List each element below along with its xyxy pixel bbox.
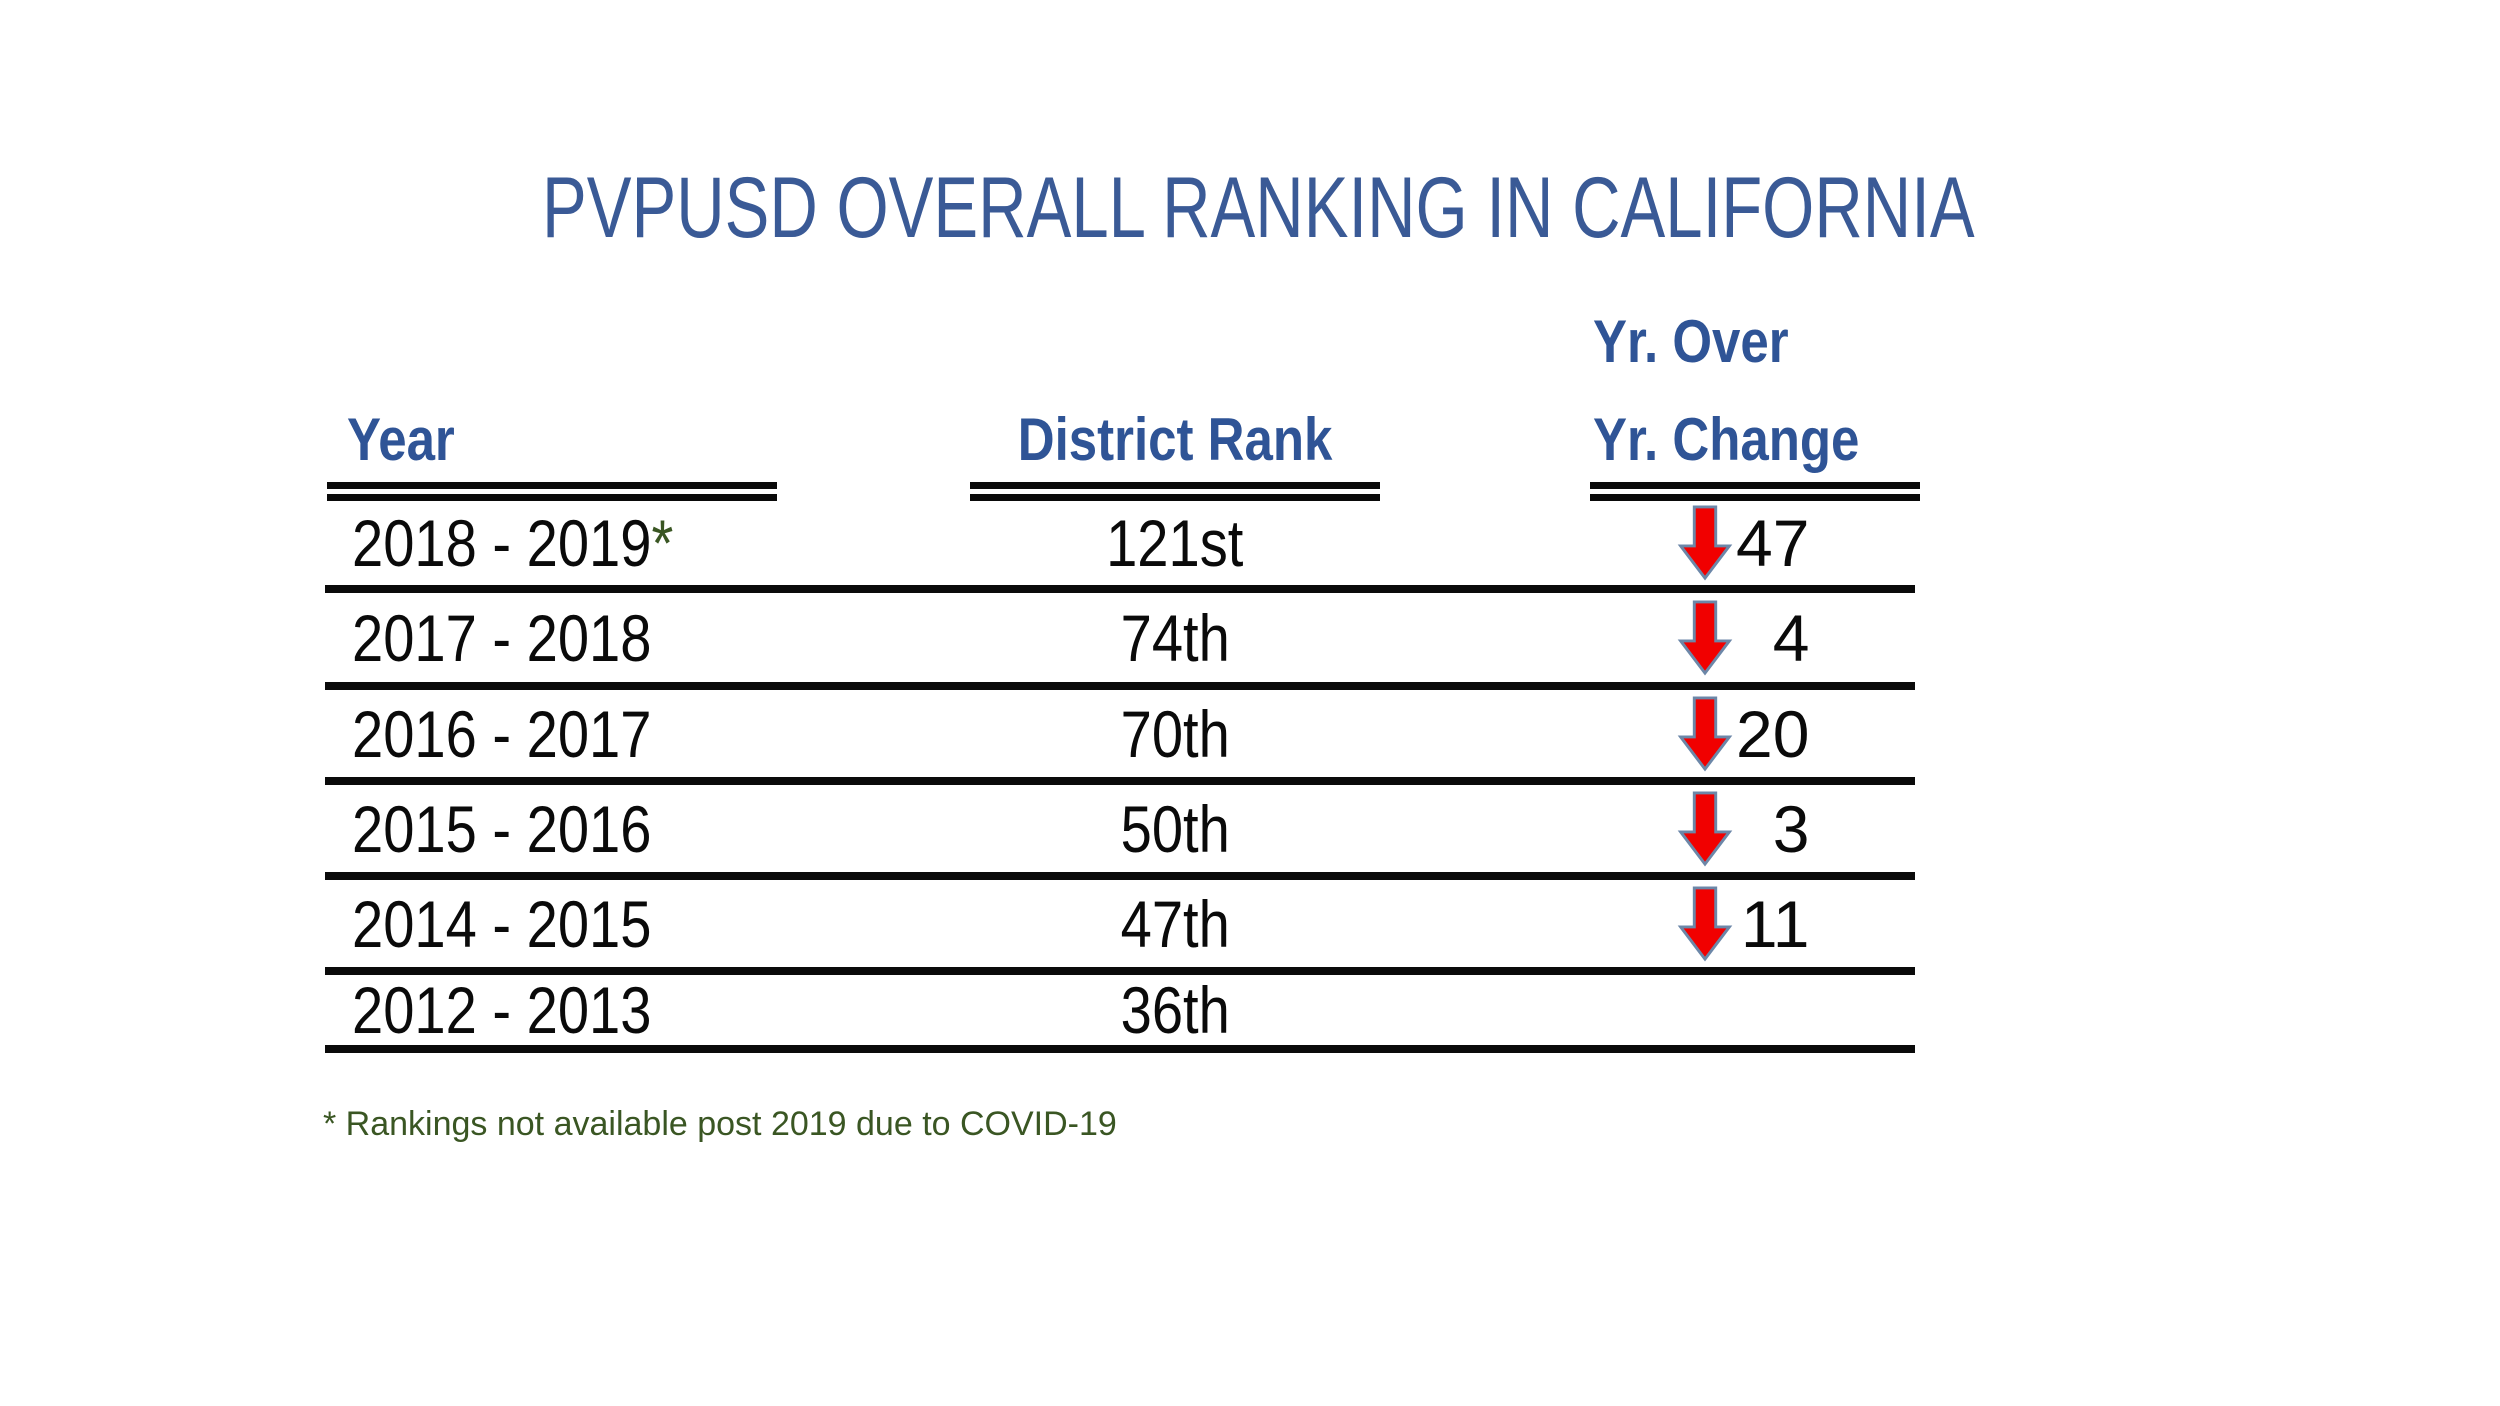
column-header-change-line1: Yr. Over [1593,308,1789,375]
year-value: 2014 - 2015 [352,886,652,961]
year-value: 2016 - 2017 [352,696,652,771]
rank-value: 50th [1120,791,1230,866]
change-cell: 47 [1465,505,1915,581]
table-row: 2016 - 2017 70th 20 [325,690,1915,785]
year-cell: 2017 - 2018 [325,605,885,671]
column-header-change-line2: Yr. Change [1593,406,1860,473]
footnote: * Rankings not available post 2019 due t… [323,1105,1117,1143]
rank-cell: 50th [885,796,1465,862]
year-cell: 2016 - 2017 [325,701,885,767]
year-value: 2018 - 2019 [352,506,652,580]
year-cell: 2018 - 2019* [325,510,885,576]
header-underline-district-rank [970,482,1380,501]
change-cell: 20 [1465,695,1915,772]
ranking-table: Year District Rank Yr. Over Yr. Change 2… [325,310,1920,1053]
down-arrow-icon [1677,790,1733,866]
column-header-district-rank: District Rank [885,410,1465,482]
change-cell: 3 [1465,790,1915,867]
down-arrow-icon [1677,885,1733,961]
year-cell: 2014 - 2015 [325,891,885,957]
year-cell: 2012 - 2013 [325,977,885,1043]
header-underlines [325,482,1920,501]
rank-cell: 36th [885,977,1465,1043]
rank-value: 47th [1120,886,1230,961]
header-underline-year [327,482,777,501]
column-header-yr-change: Yr. Over Yr. Change [1465,312,1915,482]
change-cell: 4 [1465,599,1915,676]
year-value: 2015 - 2016 [352,791,652,866]
year-cell: 2015 - 2016 [325,796,885,862]
rank-value: 36th [1120,973,1230,1047]
down-arrow-icon [1677,695,1733,771]
rank-value: 70th [1120,696,1230,771]
change-value: 47 [1736,506,1810,580]
page-title: PVPUSD OVERALL RANKING IN CALIFORNIA [542,160,1975,256]
down-arrow-icon [1677,599,1733,675]
year-value: 2017 - 2018 [352,600,652,675]
change-value: 3 [1772,791,1810,866]
header-underline-yr-change [1590,482,1920,501]
column-header-district-rank-label: District Rank [1017,406,1333,473]
footnote-marker: * [651,506,674,580]
rank-cell: 47th [885,891,1465,957]
rank-cell: 70th [885,701,1465,767]
rank-value: 121st [1106,506,1244,580]
table-row: 2015 - 2016 50th 3 [325,785,1915,880]
table-row: 2012 - 2013 36th [325,975,1915,1053]
table-row: 2014 - 2015 47th 11 [325,880,1915,975]
change-cell: 11 [1465,885,1915,962]
table-row: 2017 - 2018 74th 4 [325,593,1915,690]
table-header-row: Year District Rank Yr. Over Yr. Change [325,310,1915,482]
column-header-year-label: Year [347,406,455,473]
rank-cell: 121st [885,510,1465,576]
change-value: 20 [1736,696,1810,771]
down-arrow-icon [1677,505,1733,581]
year-value: 2012 - 2013 [352,973,652,1047]
rank-value: 74th [1120,600,1230,675]
change-value: 11 [1740,886,1810,961]
column-header-year: Year [325,410,885,482]
rank-cell: 74th [885,605,1465,671]
change-value: 4 [1772,600,1810,675]
table-row: 2018 - 2019* 121st 47 [325,501,1915,593]
